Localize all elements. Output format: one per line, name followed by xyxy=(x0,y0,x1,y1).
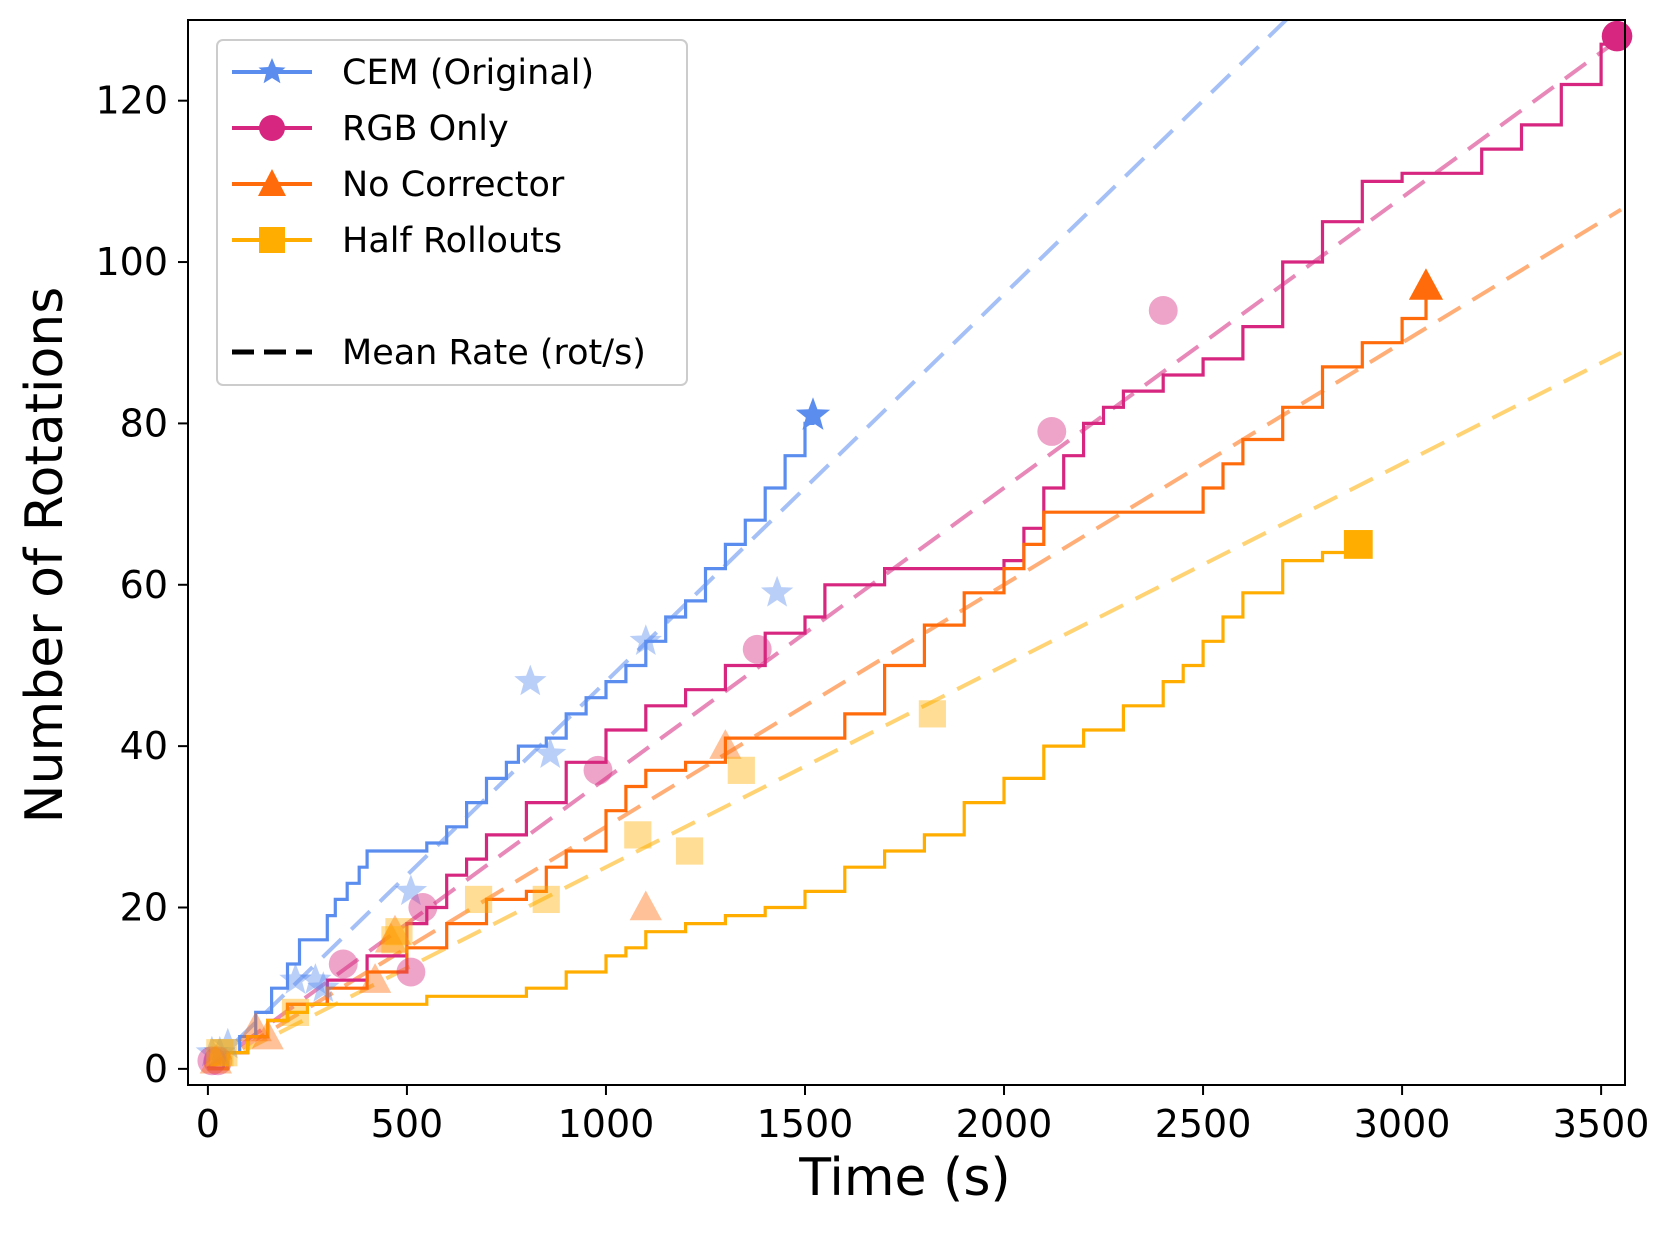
scatter-points xyxy=(195,20,1633,1076)
y-axis-label: Number of Rotations xyxy=(15,287,75,824)
y-tick-label-120: 120 xyxy=(95,79,168,123)
mean-rate-line-rgb-only xyxy=(206,36,1623,1071)
scatter-point-half-rollouts-10 xyxy=(918,700,946,728)
scatter-point-rgb-only-8 xyxy=(1148,296,1178,325)
scatter-point-cem-original-2 xyxy=(211,1027,244,1059)
scatter-point-cem-original-1 xyxy=(203,1035,236,1067)
scatter-point-half-rollouts-6 xyxy=(532,885,560,914)
series-line-no-corrector xyxy=(207,286,1428,1071)
scatter-point-no-corrector-1 xyxy=(239,1011,272,1042)
scatter-point-half-rollouts-9 xyxy=(727,756,755,784)
x-tick-label-2500: 2500 xyxy=(1155,1102,1252,1146)
scatter-point-no-corrector-7 xyxy=(709,729,742,759)
scatter-point-cem-original-9 xyxy=(629,624,662,655)
y-tick-label-0: 0 xyxy=(144,1047,168,1091)
circle-icon xyxy=(259,115,285,141)
x-tick-label-500: 500 xyxy=(371,1102,444,1146)
end-marker-cem-original xyxy=(795,397,831,430)
scatter-point-rgb-only-4 xyxy=(408,893,438,922)
y-tick-label-40: 40 xyxy=(120,724,168,768)
y-tick-label-80: 80 xyxy=(120,401,168,445)
x-tick-label-1000: 1000 xyxy=(558,1102,655,1146)
legend-item-half-rollouts: Half Rollouts xyxy=(232,221,562,261)
series-line-rgb-only xyxy=(207,36,1619,1071)
scatter-point-cem-original-0 xyxy=(195,1035,229,1067)
scatter-point-half-rollouts-7 xyxy=(624,821,652,849)
scatter-point-no-corrector-4 xyxy=(374,922,408,953)
series-lines xyxy=(207,36,1619,1071)
scatter-point-cem-original-10 xyxy=(761,575,794,607)
scatter-point-half-rollouts-1 xyxy=(210,1039,238,1067)
legend-label-rgb: RGB Only xyxy=(342,109,509,149)
scatter-point-cem-original-3 xyxy=(279,963,312,994)
mean-rate-lines xyxy=(206,20,1623,1071)
legend: CEM (Original) RGB Only No Corrector Hal… xyxy=(216,39,688,386)
scatter-point-rgb-only-5 xyxy=(583,755,613,785)
end-marker-half-rollouts xyxy=(1343,530,1373,559)
y-tick-label-20: 20 xyxy=(120,886,168,930)
scatter-point-no-corrector-0 xyxy=(199,1043,233,1074)
legend-item-cem: CEM (Original) xyxy=(232,53,594,93)
y-tick-label-60: 60 xyxy=(120,563,168,607)
scatter-point-cem-original-5 xyxy=(307,971,340,1002)
mean-rate-line-no-corrector xyxy=(206,207,1623,1071)
scatter-point-half-rollouts-4 xyxy=(385,918,413,946)
scatter-point-rgb-only-6 xyxy=(742,634,772,664)
x-tick-label-3000: 3000 xyxy=(1354,1102,1451,1146)
scatter-point-rgb-only-1 xyxy=(203,1046,233,1076)
series-line-half-rollouts xyxy=(207,544,1360,1071)
legend-box xyxy=(216,39,688,386)
scatter-point-half-rollouts-3 xyxy=(381,926,409,954)
scatter-point-no-corrector-6 xyxy=(629,890,662,921)
x-axis-label: Time (s) xyxy=(798,1148,1010,1208)
x-tick-label-0: 0 xyxy=(196,1102,220,1146)
legend-label-mean-rate: Mean Rate (rot/s) xyxy=(342,333,646,373)
legend-item-no-corrector: No Corrector xyxy=(232,165,565,205)
scatter-point-half-rollouts-5 xyxy=(464,885,493,914)
x-tick-label-3500: 3500 xyxy=(1553,1102,1650,1146)
scatter-point-no-corrector-5 xyxy=(378,914,412,945)
plot-frame xyxy=(187,19,1626,1086)
mean-rate-line-cem-original xyxy=(206,20,1289,1071)
end-marker-rgb-only xyxy=(1601,20,1633,52)
mean-rate-line-half-rollouts xyxy=(206,351,1622,1071)
scatter-point-rgb-only-7 xyxy=(1037,417,1067,446)
scatter-point-no-corrector-2 xyxy=(251,1019,284,1050)
scatter-point-cem-original-7 xyxy=(514,664,547,696)
scatter-point-rgb-only-2 xyxy=(328,949,358,979)
scatter-point-cem-original-4 xyxy=(299,963,332,994)
scatter-point-rgb-only-0 xyxy=(197,1046,227,1076)
legend-label-cem: CEM (Original) xyxy=(342,53,594,93)
x-tick-label-1500: 1500 xyxy=(757,1102,854,1146)
star-icon xyxy=(258,58,286,84)
x-tick-label-2000: 2000 xyxy=(956,1102,1053,1146)
square-icon xyxy=(259,227,285,253)
triangle-icon xyxy=(258,169,286,196)
y-tick-label-100: 100 xyxy=(95,240,168,284)
legend-item-rgb: RGB Only xyxy=(232,109,509,149)
scatter-point-half-rollouts-8 xyxy=(675,837,704,865)
scatter-point-no-corrector-3 xyxy=(358,963,392,993)
series-line-cem-original xyxy=(207,415,815,1071)
scatter-point-cem-original-6 xyxy=(394,874,428,906)
scatter-point-rgb-only-3 xyxy=(396,957,426,987)
scatter-point-half-rollouts-0 xyxy=(206,1039,234,1067)
legend-label-no-corrector: No Corrector xyxy=(342,165,565,205)
legend-label-half-rollouts: Half Rollouts xyxy=(342,221,562,261)
scatter-point-half-rollouts-2 xyxy=(281,998,310,1026)
end-marker-no-corrector xyxy=(1408,268,1444,300)
scatter-point-cem-original-8 xyxy=(534,737,567,768)
axis-ticks: 0 500 1000 1500 2000 2500 3000 3500 0 20 40 60 80 100… xyxy=(95,79,1649,1146)
legend-item-mean-rate: Mean Rate (rot/s) xyxy=(232,333,646,373)
